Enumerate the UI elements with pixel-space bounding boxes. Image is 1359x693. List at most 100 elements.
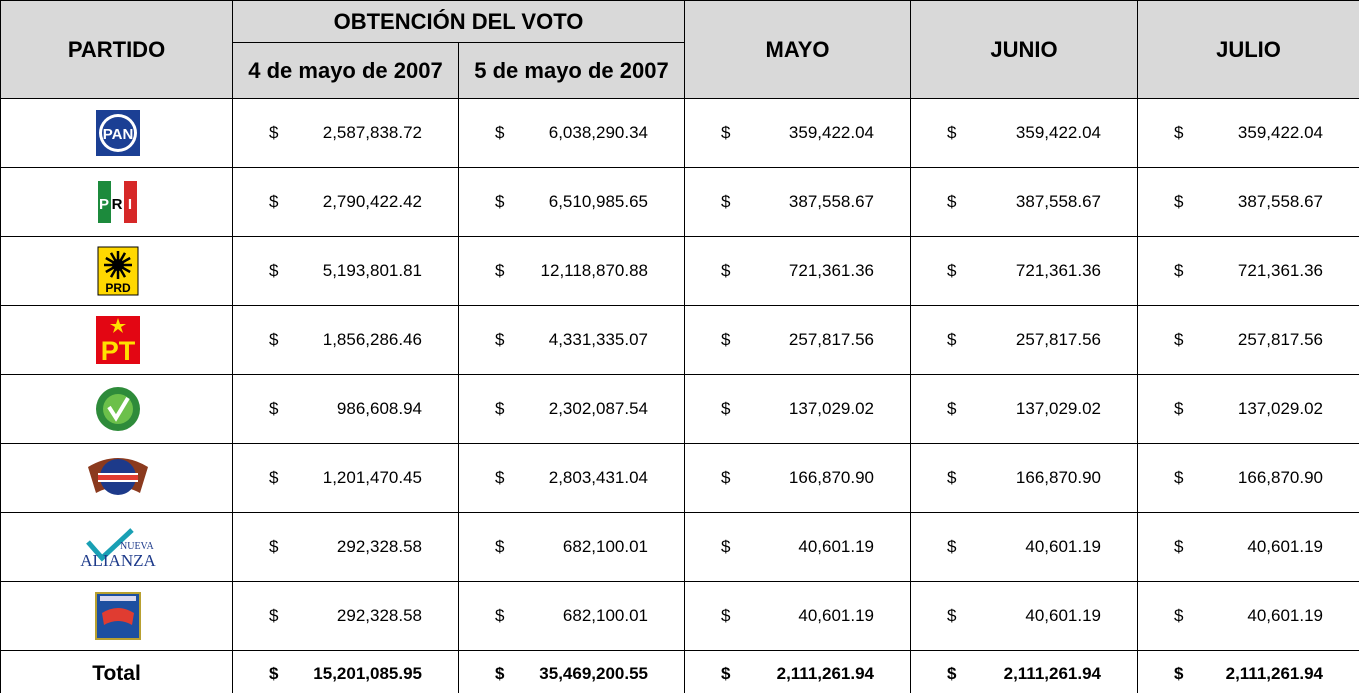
currency: $	[495, 330, 505, 349]
logo-text: PRD	[105, 281, 131, 295]
total-row: Total $15,201,085.95 $35,469,200.55 $2,111,…	[0, 650, 1359, 693]
money-cell: $682,100.01	[458, 581, 685, 651]
amount: 12,118,870.88	[540, 261, 648, 280]
amount: 387,558.67	[1237, 192, 1323, 211]
logo-text: R	[111, 196, 122, 213]
amount: 257,817.56	[1015, 330, 1101, 349]
amount: 359,422.04	[788, 123, 874, 142]
logo-cell	[0, 374, 233, 444]
currency: $	[1174, 123, 1184, 142]
currency: $	[947, 664, 957, 683]
currency: $	[721, 664, 731, 683]
amount: 166,870.90	[1015, 468, 1101, 487]
amount: 2,111,261.94	[776, 664, 874, 683]
amount: 2,803,431.04	[548, 468, 648, 487]
money-cell: $2,111,261.94	[1137, 650, 1359, 693]
money-cell: $2,302,087.54	[458, 374, 685, 444]
money-cell: $1,201,470.45	[232, 443, 459, 513]
money-cell: $257,817.56	[684, 305, 911, 375]
amount: 2,302,087.54	[548, 399, 648, 418]
party-logo: PAN	[95, 110, 140, 156]
money-cell: $387,558.67	[910, 167, 1138, 237]
total-label: Total	[0, 650, 233, 693]
money-cell: $359,422.04	[1137, 98, 1359, 168]
party-row: PT $1,856,286.46 $4,331,335.07 $257,817.56 $…	[0, 305, 1359, 375]
amount: 40,601.19	[1247, 537, 1323, 556]
money-cell: $40,601.19	[910, 512, 1138, 582]
amount: 1,856,286.46	[322, 330, 422, 349]
amount: 721,361.36	[1015, 261, 1101, 280]
logo-cell	[0, 443, 233, 513]
currency: $	[269, 664, 279, 683]
logo-text: PAN	[102, 126, 133, 143]
currency: $	[269, 261, 279, 280]
header-col: 5 de mayo de 2007	[458, 42, 685, 99]
money-cell: $387,558.67	[1137, 167, 1359, 237]
logo-mark	[101, 608, 134, 625]
amount: 359,422.04	[1237, 123, 1323, 142]
logo-text: PT	[100, 336, 135, 365]
table-body: PAN $2,587,838.72 $6,038,290.34 $359,422.04…	[0, 98, 1359, 693]
money-cell: $682,100.01	[458, 512, 685, 582]
amount: 35,469,200.55	[539, 664, 648, 683]
party-logo	[94, 592, 141, 640]
currency: $	[721, 330, 731, 349]
money-cell: $6,510,985.65	[458, 167, 685, 237]
money-cell: $721,361.36	[684, 236, 911, 306]
money-cell: $721,361.36	[1137, 236, 1359, 306]
logo-cell: PT	[0, 305, 233, 375]
currency: $	[269, 399, 279, 418]
currency: $	[1174, 399, 1184, 418]
currency: $	[947, 468, 957, 487]
currency: $	[721, 192, 731, 211]
currency: $	[721, 606, 731, 625]
currency: $	[1174, 330, 1184, 349]
header-col: JUNIO	[910, 0, 1138, 99]
amount: 986,608.94	[336, 399, 422, 418]
currency: $	[721, 261, 731, 280]
amount: 2,587,838.72	[322, 123, 422, 142]
currency: $	[495, 537, 505, 556]
logo-band	[110, 181, 124, 223]
currency: $	[495, 192, 505, 211]
currency: $	[269, 192, 279, 211]
logo-cell: PAN	[0, 98, 233, 168]
money-cell: $40,601.19	[1137, 581, 1359, 651]
party-logo: PRD	[97, 246, 138, 296]
currency: $	[721, 468, 731, 487]
money-cell: $721,361.36	[910, 236, 1138, 306]
currency: $	[947, 537, 957, 556]
logo-text: NUEVA	[120, 541, 154, 552]
money-cell: $12,118,870.88	[458, 236, 685, 306]
amount: 292,328.58	[336, 537, 422, 556]
currency: $	[269, 330, 279, 349]
amount: 682,100.01	[562, 537, 648, 556]
amount: 40,601.19	[1247, 606, 1323, 625]
currency: $	[947, 261, 957, 280]
logo-star	[109, 318, 126, 333]
amount: 721,361.36	[788, 261, 874, 280]
money-cell: $40,601.19	[1137, 512, 1359, 582]
money-cell: $166,870.90	[910, 443, 1138, 513]
amount: 387,558.67	[1015, 192, 1101, 211]
currency: $	[495, 261, 505, 280]
money-cell: $257,817.56	[1137, 305, 1359, 375]
party-row: PAN $2,587,838.72 $6,038,290.34 $359,422.04…	[0, 98, 1359, 168]
logo-cell: NUEVA ALIANZA	[0, 512, 233, 582]
amount: 40,601.19	[798, 537, 874, 556]
logo-check	[85, 528, 134, 562]
amount: 40,601.19	[1025, 537, 1101, 556]
currency: $	[721, 399, 731, 418]
amount: 2,111,261.94	[1003, 664, 1101, 683]
currency: $	[269, 468, 279, 487]
party-row: $986,608.94 $2,302,087.54 $137,029.02 $137,…	[0, 374, 1359, 444]
money-cell: $292,328.58	[232, 512, 459, 582]
money-cell: $40,601.19	[684, 512, 911, 582]
money-cell: $257,817.56	[910, 305, 1138, 375]
header-partido: PARTIDO	[0, 0, 233, 99]
money-cell: $35,469,200.55	[458, 650, 685, 693]
